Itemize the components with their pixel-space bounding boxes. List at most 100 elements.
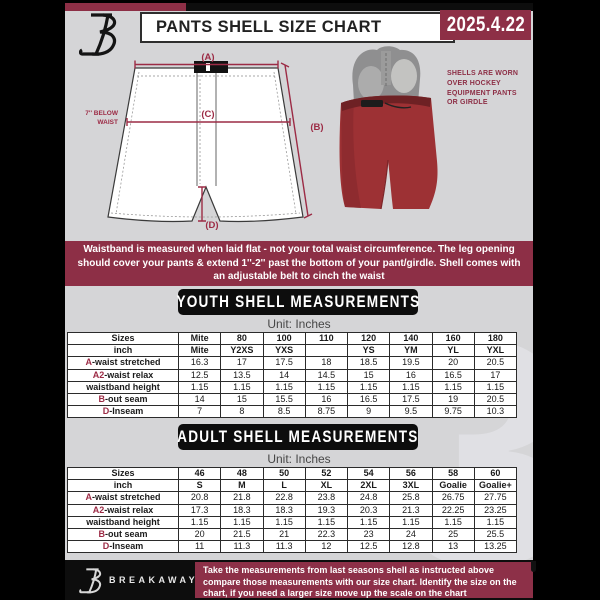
- measurement-cell: Mite: [177, 331, 222, 346]
- measurement-cell: 25.8: [389, 491, 433, 505]
- measurement-cell: Goalie+: [473, 479, 518, 493]
- measurement-cell: YXL: [473, 344, 518, 358]
- measurement-cell: 8: [220, 405, 264, 419]
- table-row: inch S M L XL 2XL 3XL Goalie Goalie+: [67, 479, 518, 493]
- table-row: A2-waist relax 12.5 13.5 14 14.5 15 16 16.5 17: [67, 368, 518, 382]
- measurement-cell: 21.3: [389, 503, 433, 517]
- measurement-cell: 180: [473, 331, 518, 346]
- table-row: inch Mite Y2XS YXS YS YM YL YXL: [67, 344, 518, 358]
- measurement-cell: 52: [304, 466, 349, 481]
- measurement-cell: XL: [304, 479, 349, 493]
- measurement-cell: 20.5: [473, 392, 518, 407]
- measurement-cell: 16.5: [431, 368, 475, 382]
- youth-section-title: YOUTH SHELL MEASUREMENTS: [176, 292, 420, 311]
- measurement-cell: 1.15: [473, 380, 518, 394]
- measurement-cell: S: [177, 479, 222, 493]
- table-row: Sizes Mite 80 100 110 120 140 160 180: [67, 331, 518, 346]
- measurement-cell: 20: [177, 527, 222, 542]
- measurement-cell: 20.5: [473, 356, 518, 370]
- row-label: inch: [67, 479, 179, 493]
- table-row: A-waist stretched 20.8 21.8 22.8 23.8 24.8 25.…: [67, 491, 518, 505]
- measurement-cell: 1.15: [262, 380, 306, 394]
- table-row: A-waist stretched 16.3 17 17.5 18 18.5 19.5 20 2…: [67, 356, 518, 370]
- measurement-cell: 20.3: [346, 503, 391, 517]
- measurement-cell: 17.5: [389, 392, 433, 407]
- measurement-cell: 60: [473, 466, 518, 481]
- measurement-cell: 14: [177, 392, 222, 407]
- page-curl-icon: [531, 561, 536, 572]
- page-title-box: PANTS SHELL SIZE CHART: [140, 12, 455, 43]
- below-waist-note: 7'' BELOW: [85, 110, 119, 117]
- measurement-cell: 100: [262, 331, 306, 346]
- row-label-prefix: A: [85, 357, 92, 368]
- measurement-cell: 12.8: [389, 540, 433, 554]
- measurement-cell: Mite: [177, 344, 222, 358]
- measurement-cell: 80: [220, 331, 264, 346]
- shorts-measurement-diagram: (A) (C) (B) (D) 7'' BELOW WAIST: [85, 52, 323, 231]
- measurement-cell: 17.3: [177, 503, 222, 517]
- measurement-cell: 18.5: [346, 356, 391, 370]
- below-waist-note-2: WAIST: [97, 119, 118, 126]
- measurement-cell: 140: [389, 331, 433, 346]
- measurement-cell: YM: [389, 344, 433, 358]
- measurement-cell: 11.3: [220, 540, 264, 554]
- breakaway-logo-icon: [79, 13, 117, 56]
- waistband-info-banner: Waistband is measured when laid flat - n…: [65, 241, 533, 286]
- measurement-cell: 160: [431, 331, 475, 346]
- measurement-cell: 58: [431, 466, 475, 481]
- measurement-cell: 1.15: [389, 380, 433, 394]
- table-row: B-out seam 14 15 15.5 16 16.5 17.5 19 20.5: [67, 392, 518, 407]
- measurement-cell: 16.5: [346, 392, 391, 407]
- measurement-cell: 21.8: [220, 491, 264, 505]
- page-title: PANTS SHELL SIZE CHART: [156, 18, 382, 36]
- measurement-cell: YXS: [262, 344, 306, 358]
- measurement-cell: 16: [304, 392, 349, 407]
- measurement-cell: 26.75: [431, 491, 475, 505]
- table-row: waistband height 1.15 1.15 1.15 1.15 1.15 1.15…: [67, 515, 518, 529]
- measurement-cell: 17.5: [262, 356, 306, 370]
- measurement-cell: 17: [220, 356, 264, 370]
- measurement-cell: 23: [346, 527, 391, 542]
- row-label: A2-waist relax: [67, 368, 179, 382]
- footer-bar: BREAKAWAY Take the measurements from las…: [65, 560, 536, 600]
- waistband-info-text: Waistband is measured when laid flat - n…: [77, 244, 521, 283]
- measurement-cell: 12: [304, 540, 349, 554]
- measurement-cell: 10.3: [473, 405, 518, 419]
- shorts-outline: [107, 67, 304, 223]
- measurement-cell: 15: [220, 392, 264, 407]
- row-label: B-out seam: [67, 527, 179, 542]
- measurement-cell: 46: [177, 466, 222, 481]
- measurement-cell: 9.5: [389, 405, 433, 419]
- measurement-cell: 16.3: [177, 356, 222, 370]
- measurement-cell: 17: [473, 368, 518, 382]
- size-chart-card: 3 PANTS SHELL SIZE CHART 2025.4.22 (A): [65, 3, 533, 560]
- measurement-cell: 54: [346, 466, 391, 481]
- measurement-cell: 21: [262, 527, 306, 542]
- row-label: waistband height: [67, 380, 179, 394]
- label-B: (B): [310, 122, 323, 133]
- row-label-prefix: D: [102, 541, 110, 552]
- measurement-cell: 1.15: [220, 515, 264, 529]
- row-label-prefix: A: [85, 492, 92, 503]
- top-strip-maroon: [65, 3, 186, 11]
- date-badge: 2025.4.22: [440, 10, 531, 40]
- row-label: A2-waist relax: [67, 503, 179, 517]
- measurement-cell: 12.5: [346, 540, 391, 554]
- measurement-cell: 25.5: [473, 527, 518, 542]
- measurement-cell: 13.5: [220, 368, 264, 382]
- measurement-cell: 1.15: [431, 515, 475, 529]
- measurement-cell: YS: [346, 344, 391, 358]
- measurement-cell: 22.3: [304, 527, 349, 542]
- measurement-cell: 120: [346, 331, 391, 346]
- measurement-cell: [304, 344, 349, 358]
- adult-table-wrap: Sizes 46 48 50 52 54 56 58 60 inch S M L XL 2XL 3XL Goal…: [67, 466, 518, 554]
- table-row: B-out seam 20 21.5 21 22.3 23 24 25 25.5: [67, 527, 518, 542]
- measurement-cell: 12.5: [177, 368, 222, 382]
- row-label: A-waist stretched: [67, 356, 179, 370]
- measurement-cell: 50: [262, 466, 306, 481]
- measurement-cell: 23.25: [473, 503, 518, 517]
- measurement-cell: 16: [389, 368, 433, 382]
- row-label-prefix: B: [98, 394, 105, 405]
- measurement-cell: 110: [304, 331, 349, 346]
- measurement-cell: 11: [177, 540, 222, 554]
